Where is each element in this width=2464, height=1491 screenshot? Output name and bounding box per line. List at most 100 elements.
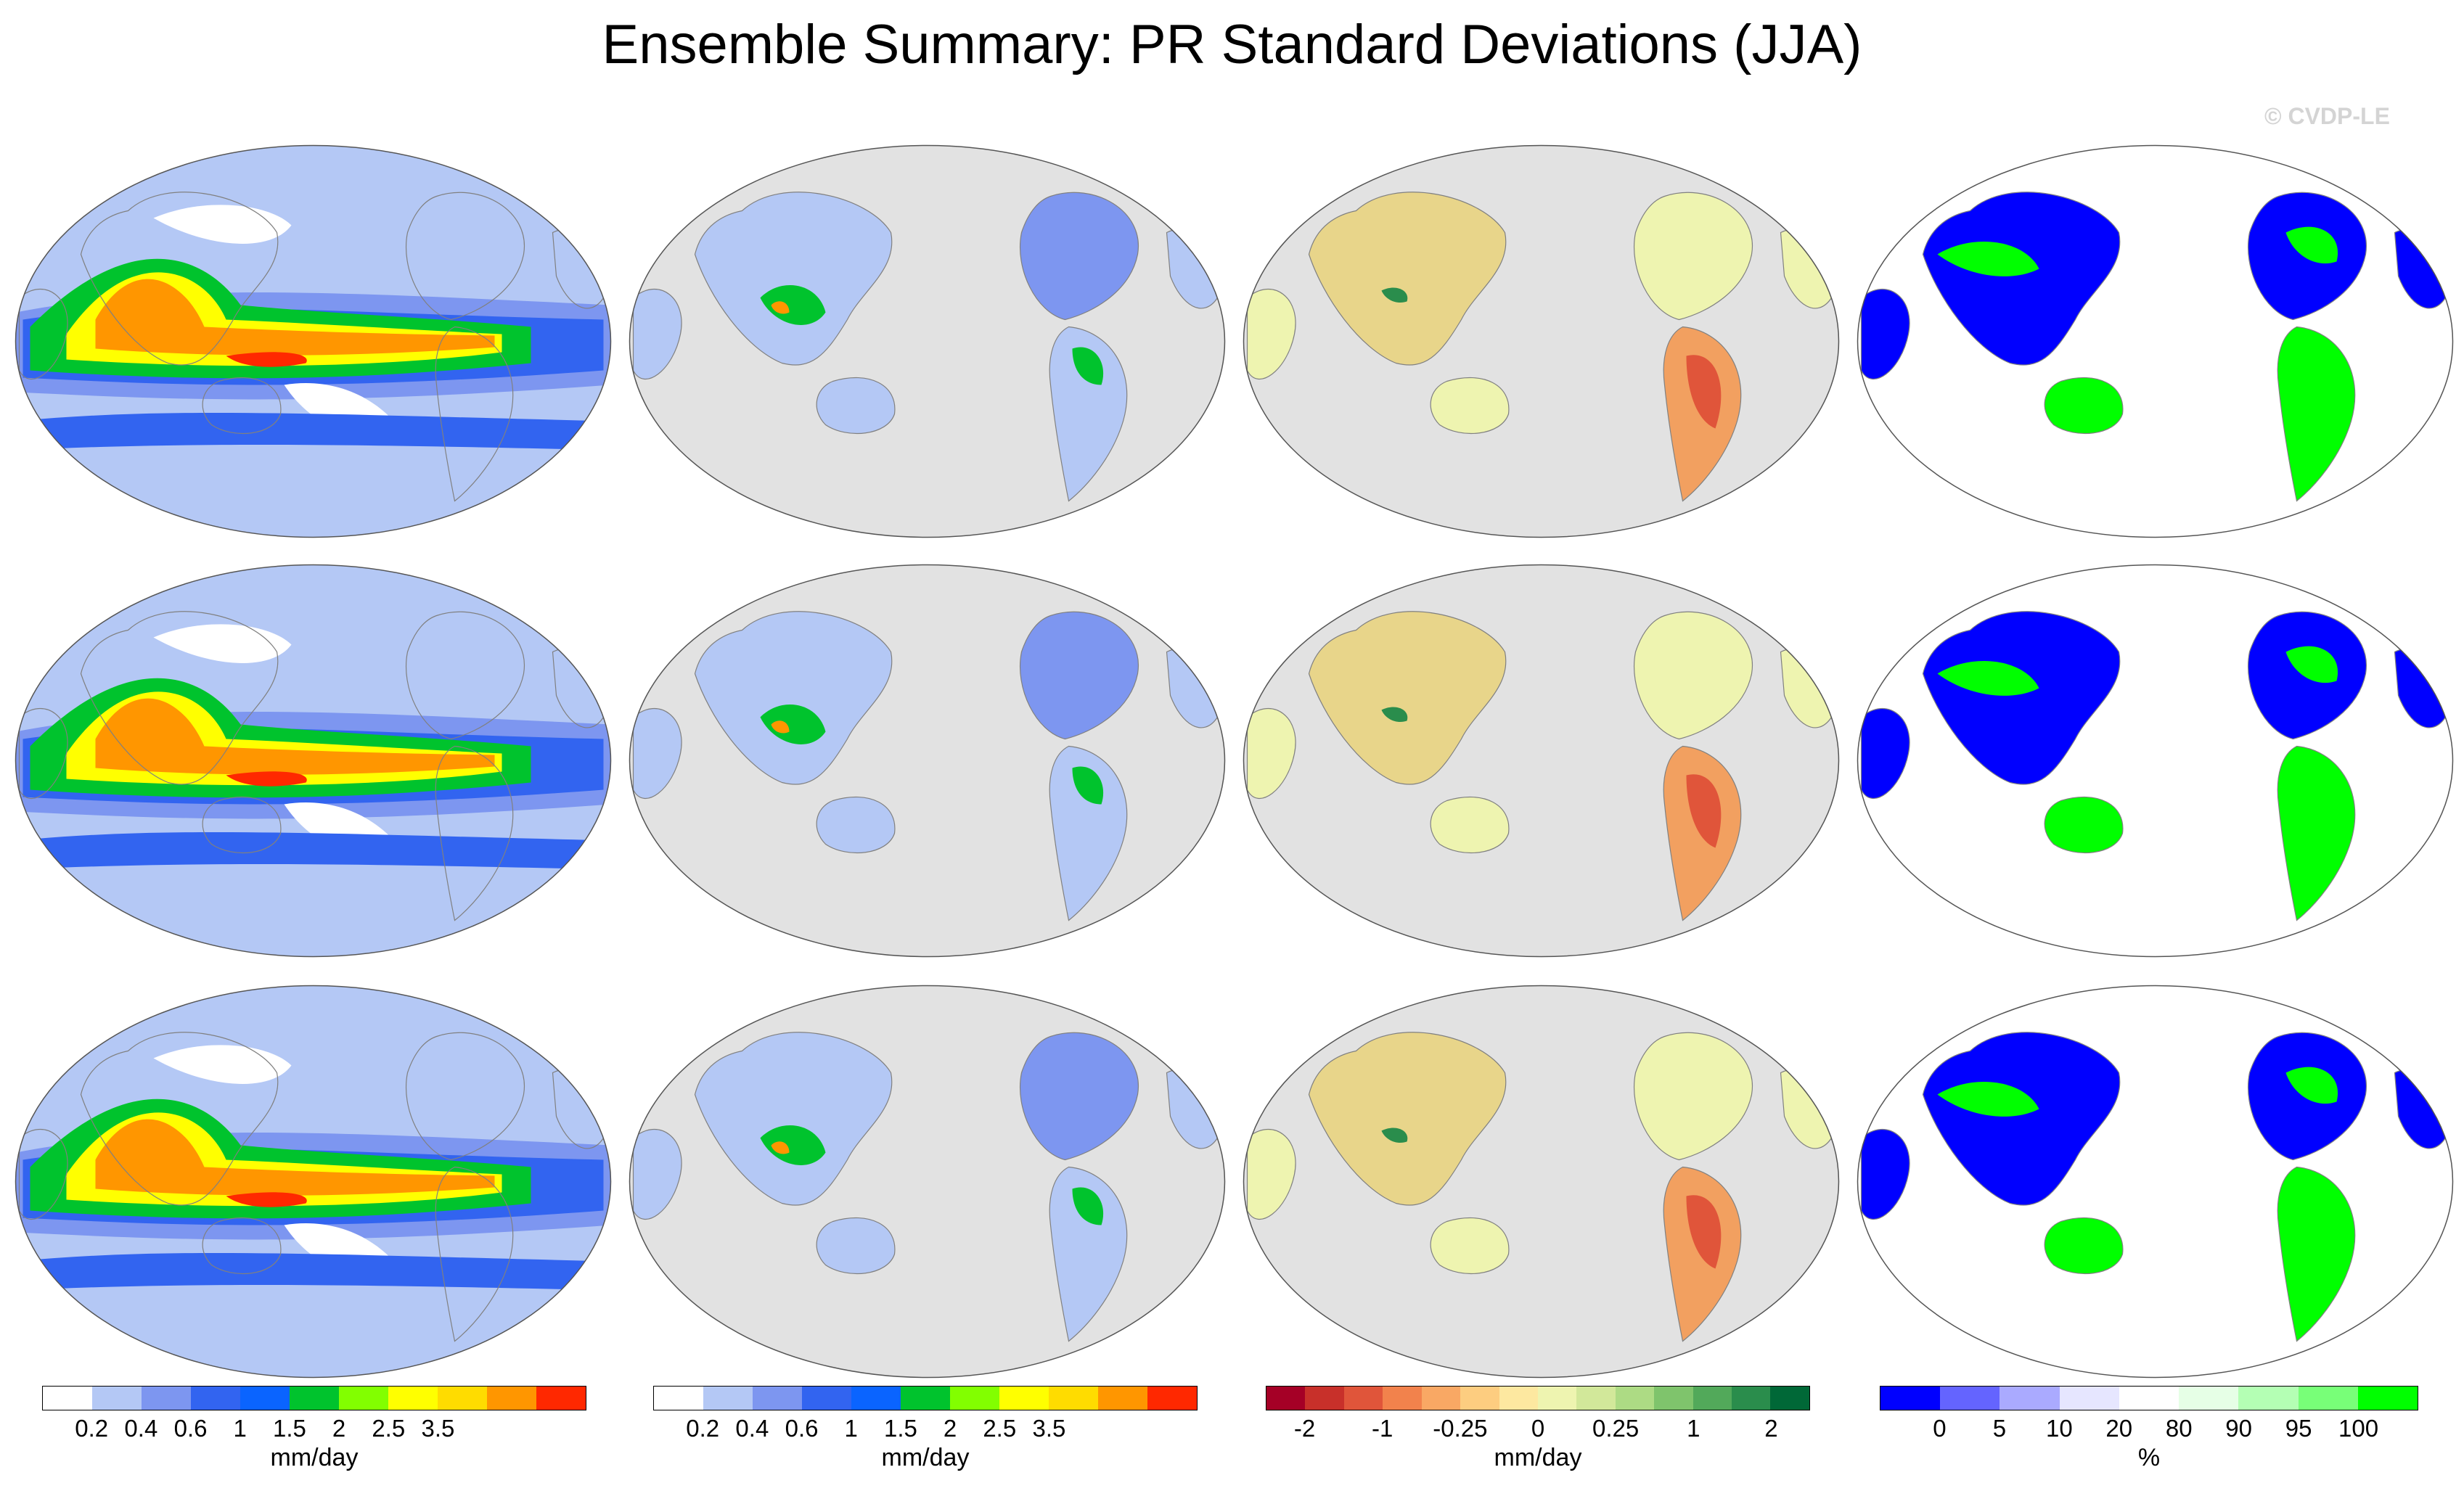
continent-outline [1430, 377, 1510, 435]
colorbar-swatch [1499, 1387, 1538, 1410]
map-border [15, 985, 612, 1379]
colorbar-tick-label: 0.2 [75, 1415, 109, 1442]
map-background [1857, 564, 2453, 957]
continent-outline [2044, 796, 2124, 854]
colorbar-tick-label: 1.5 [272, 1415, 306, 1442]
precip-band-south [15, 412, 611, 451]
rank-high [1937, 1082, 2039, 1117]
dry-zone [153, 205, 292, 244]
continent-outline [406, 1032, 525, 1161]
colorbar-swatch [2059, 1387, 2119, 1410]
colorbar-swatch [2179, 1387, 2239, 1410]
colorbar-tick-label: 1 [1687, 1415, 1700, 1442]
continent-outline [1308, 611, 1507, 785]
colorbar-swatch [240, 1387, 290, 1410]
continent-outline [2044, 377, 2124, 435]
map-diff [1243, 985, 1840, 1379]
map-border [1243, 985, 1840, 1379]
colorbar-swatch [851, 1387, 901, 1410]
continent-outline [435, 326, 514, 502]
colorbar-tick-label: 0 [1531, 1415, 1545, 1442]
map-background [629, 985, 1225, 1378]
colorbar-swatch [1266, 1387, 1306, 1410]
map-background [1857, 985, 2453, 1378]
continent-outline [1020, 611, 1139, 740]
watermark: © CVDP-LE [2264, 103, 2390, 129]
colorbar-swatches [653, 1386, 1198, 1410]
obs-monsoon [760, 705, 826, 744]
map-border [1243, 564, 1840, 958]
map-rank [1857, 985, 2454, 1379]
map-border [1857, 985, 2454, 1379]
colorbar-tick-label: 3.5 [421, 1415, 455, 1442]
continent-outline [816, 377, 896, 435]
colorbar-swatch [999, 1387, 1049, 1410]
colorbar-swatch [2000, 1387, 2060, 1410]
continent-outline [18, 1129, 68, 1220]
map-border [629, 985, 1226, 1379]
colorbar-swatch [1421, 1387, 1461, 1410]
continent-outline [1430, 796, 1510, 854]
colorbar-swatch [1615, 1387, 1655, 1410]
colorbar-swatches [1880, 1386, 2418, 1410]
colorbar-swatch [2238, 1387, 2299, 1410]
colorbar-swatch [487, 1387, 536, 1410]
continent-outline [80, 611, 279, 785]
obs-monsoon [760, 1125, 826, 1165]
map-background [1243, 985, 1839, 1378]
colorbar-swatch [142, 1387, 191, 1410]
map-border [1243, 144, 1840, 538]
colorbar-swatch [1576, 1387, 1616, 1410]
precip-band-5 [226, 352, 307, 367]
colorbar-tick-label: 5 [1992, 1415, 2007, 1442]
precip-band-south [15, 1252, 611, 1291]
diff-monsoon [1381, 1128, 1408, 1143]
continent-outline [1634, 1032, 1753, 1161]
colorbar-tick-label: 0 [1933, 1415, 1947, 1442]
map-rank [1857, 564, 2454, 958]
map-border [1857, 564, 2454, 958]
diff-amazon [1686, 355, 1722, 429]
continent-outline [632, 289, 682, 379]
colorbar-tick-label: 20 [2105, 1415, 2133, 1442]
map-diff [1243, 564, 1840, 958]
colorbar-swatch [703, 1387, 753, 1410]
colorbar-tick-label: 90 [2225, 1415, 2253, 1442]
colorbar-tick-label: 3.5 [1032, 1415, 1066, 1442]
continent-outline [80, 1032, 279, 1206]
map-background [1243, 564, 1839, 957]
colorbar-swatch [339, 1387, 388, 1410]
diff-monsoon [1381, 287, 1408, 303]
map-border [15, 144, 612, 538]
map-background [1243, 145, 1839, 538]
continent-outline [435, 745, 514, 921]
colorbar-tick-label: 2 [332, 1415, 346, 1442]
continent-outline [202, 377, 282, 435]
colorbar-swatch [2119, 1387, 2179, 1410]
continent-outline [1634, 192, 1753, 321]
colorbar-swatch [1460, 1387, 1499, 1410]
continent-outline [694, 1032, 893, 1206]
continent-outline [202, 796, 282, 854]
diff-monsoon [1381, 707, 1408, 723]
colorbar-tick-label: 1.5 [883, 1415, 917, 1442]
obs-monsoon [760, 285, 826, 325]
continent-outline [1308, 192, 1507, 366]
colorbar-tick-label: 1 [844, 1415, 858, 1442]
colorbar-tick-label: 2 [1764, 1415, 1778, 1442]
continent-outline [1860, 708, 1910, 799]
map-obs [629, 564, 1226, 958]
colorbar-tick-label: 0.6 [173, 1415, 208, 1442]
map-border [629, 144, 1226, 538]
colorbar-swatch [901, 1387, 950, 1410]
colorbar-unit: mm/day [1494, 1444, 1582, 1471]
colorbar-swatch [92, 1387, 142, 1410]
precip-band-4 [95, 279, 495, 356]
colorbar-tick-label: 0.4 [735, 1415, 769, 1442]
continent-outline [1922, 192, 2121, 366]
obs-amazon [1072, 766, 1104, 805]
precip-band-4 [95, 698, 495, 775]
continent-outline [18, 289, 68, 379]
colorbar-tick-label: -0.25 [1433, 1415, 1488, 1442]
continent-outline [694, 192, 893, 366]
